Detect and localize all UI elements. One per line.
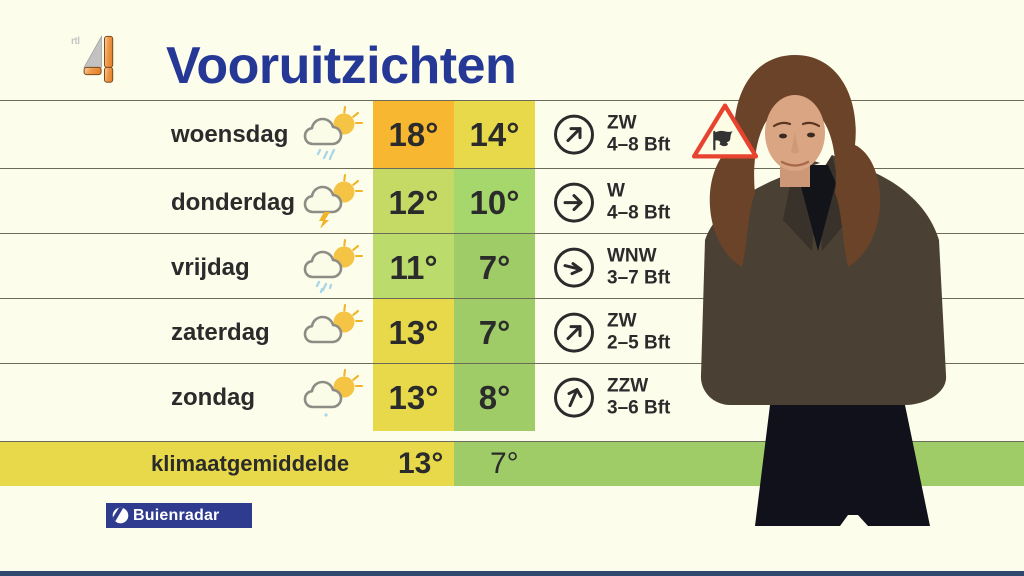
svg-text:rtl: rtl — [71, 36, 80, 47]
